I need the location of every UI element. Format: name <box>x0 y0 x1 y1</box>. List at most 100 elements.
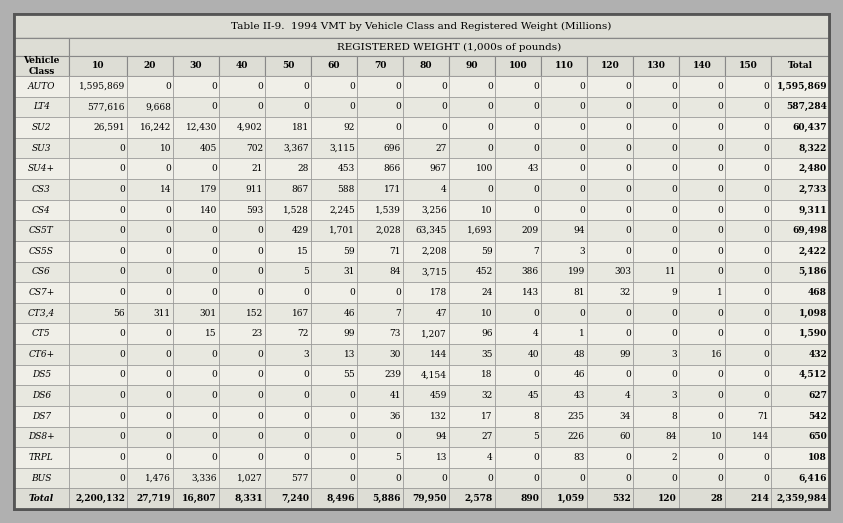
Bar <box>311 344 357 365</box>
Text: 301: 301 <box>200 309 217 317</box>
Bar <box>127 138 173 158</box>
Text: 8: 8 <box>671 412 677 420</box>
Text: 100: 100 <box>475 164 493 173</box>
Text: DS5: DS5 <box>32 370 51 380</box>
Bar <box>587 406 633 427</box>
Text: 16,807: 16,807 <box>182 494 217 503</box>
Text: 0: 0 <box>533 82 539 91</box>
Bar <box>219 56 265 76</box>
Bar <box>127 385 173 406</box>
Text: 2,200,132: 2,200,132 <box>75 494 125 503</box>
Text: SU3: SU3 <box>32 144 51 153</box>
Bar <box>311 76 357 97</box>
Text: 2,422: 2,422 <box>799 247 827 256</box>
Text: 46: 46 <box>573 370 585 380</box>
Text: 0: 0 <box>212 391 217 400</box>
Bar <box>127 117 173 138</box>
Text: 4,902: 4,902 <box>237 123 263 132</box>
Bar <box>219 241 265 262</box>
Bar <box>311 468 357 488</box>
Bar <box>495 427 541 447</box>
Bar <box>633 200 679 220</box>
Text: 28: 28 <box>711 494 723 503</box>
Text: 650: 650 <box>808 433 827 441</box>
Bar <box>771 262 829 282</box>
Bar <box>587 241 633 262</box>
Text: 1,207: 1,207 <box>422 329 447 338</box>
Text: 40: 40 <box>528 350 539 359</box>
Text: 214: 214 <box>750 494 769 503</box>
Text: 0: 0 <box>212 433 217 441</box>
Text: 967: 967 <box>430 164 447 173</box>
Bar <box>14 427 69 447</box>
Bar <box>771 468 829 488</box>
Text: 96: 96 <box>481 329 493 338</box>
Text: 0: 0 <box>165 82 171 91</box>
Text: 20: 20 <box>144 62 156 71</box>
Bar <box>69 241 127 262</box>
Bar <box>14 303 69 323</box>
Bar <box>357 323 403 344</box>
Text: 0: 0 <box>441 82 447 91</box>
Text: 3,115: 3,115 <box>329 144 355 153</box>
Bar <box>679 200 725 220</box>
Bar <box>633 76 679 97</box>
Bar <box>69 200 127 220</box>
Bar <box>173 447 219 468</box>
Bar <box>127 488 173 509</box>
Text: 0: 0 <box>119 473 125 483</box>
Bar <box>311 158 357 179</box>
Bar <box>265 344 311 365</box>
Text: 0: 0 <box>717 185 723 194</box>
Bar <box>219 282 265 303</box>
Text: 0: 0 <box>119 247 125 256</box>
Text: Total: Total <box>787 62 813 71</box>
Bar <box>725 447 771 468</box>
Text: 0: 0 <box>303 412 309 420</box>
Bar <box>357 447 403 468</box>
Text: 0: 0 <box>717 370 723 380</box>
Bar <box>725 179 771 200</box>
Text: 46: 46 <box>343 309 355 317</box>
Bar <box>403 138 449 158</box>
Text: 0: 0 <box>626 247 631 256</box>
Bar <box>311 241 357 262</box>
Bar <box>725 427 771 447</box>
Bar <box>495 158 541 179</box>
Text: 0: 0 <box>165 370 171 380</box>
Text: 0: 0 <box>763 185 769 194</box>
Bar <box>725 365 771 385</box>
Text: 144: 144 <box>430 350 447 359</box>
Bar <box>633 447 679 468</box>
Bar <box>495 262 541 282</box>
Bar <box>587 323 633 344</box>
Bar <box>771 138 829 158</box>
Bar <box>679 220 725 241</box>
Text: 150: 150 <box>738 62 757 71</box>
Bar <box>633 282 679 303</box>
Bar <box>127 365 173 385</box>
Bar <box>679 385 725 406</box>
Bar <box>311 117 357 138</box>
Bar <box>127 158 173 179</box>
Text: 56: 56 <box>113 309 125 317</box>
Bar <box>541 241 587 262</box>
Text: 0: 0 <box>257 391 263 400</box>
Text: 0: 0 <box>763 267 769 276</box>
Bar <box>127 241 173 262</box>
Bar <box>357 427 403 447</box>
Text: 0: 0 <box>257 370 263 380</box>
Text: 3,256: 3,256 <box>422 206 447 214</box>
Bar <box>219 138 265 158</box>
Bar <box>69 385 127 406</box>
Bar <box>725 262 771 282</box>
Bar <box>173 200 219 220</box>
Bar <box>173 97 219 117</box>
Bar <box>403 179 449 200</box>
Bar <box>495 282 541 303</box>
Text: 226: 226 <box>568 433 585 441</box>
Bar <box>679 427 725 447</box>
Bar <box>69 344 127 365</box>
Bar <box>449 365 495 385</box>
Text: 0: 0 <box>119 206 125 214</box>
